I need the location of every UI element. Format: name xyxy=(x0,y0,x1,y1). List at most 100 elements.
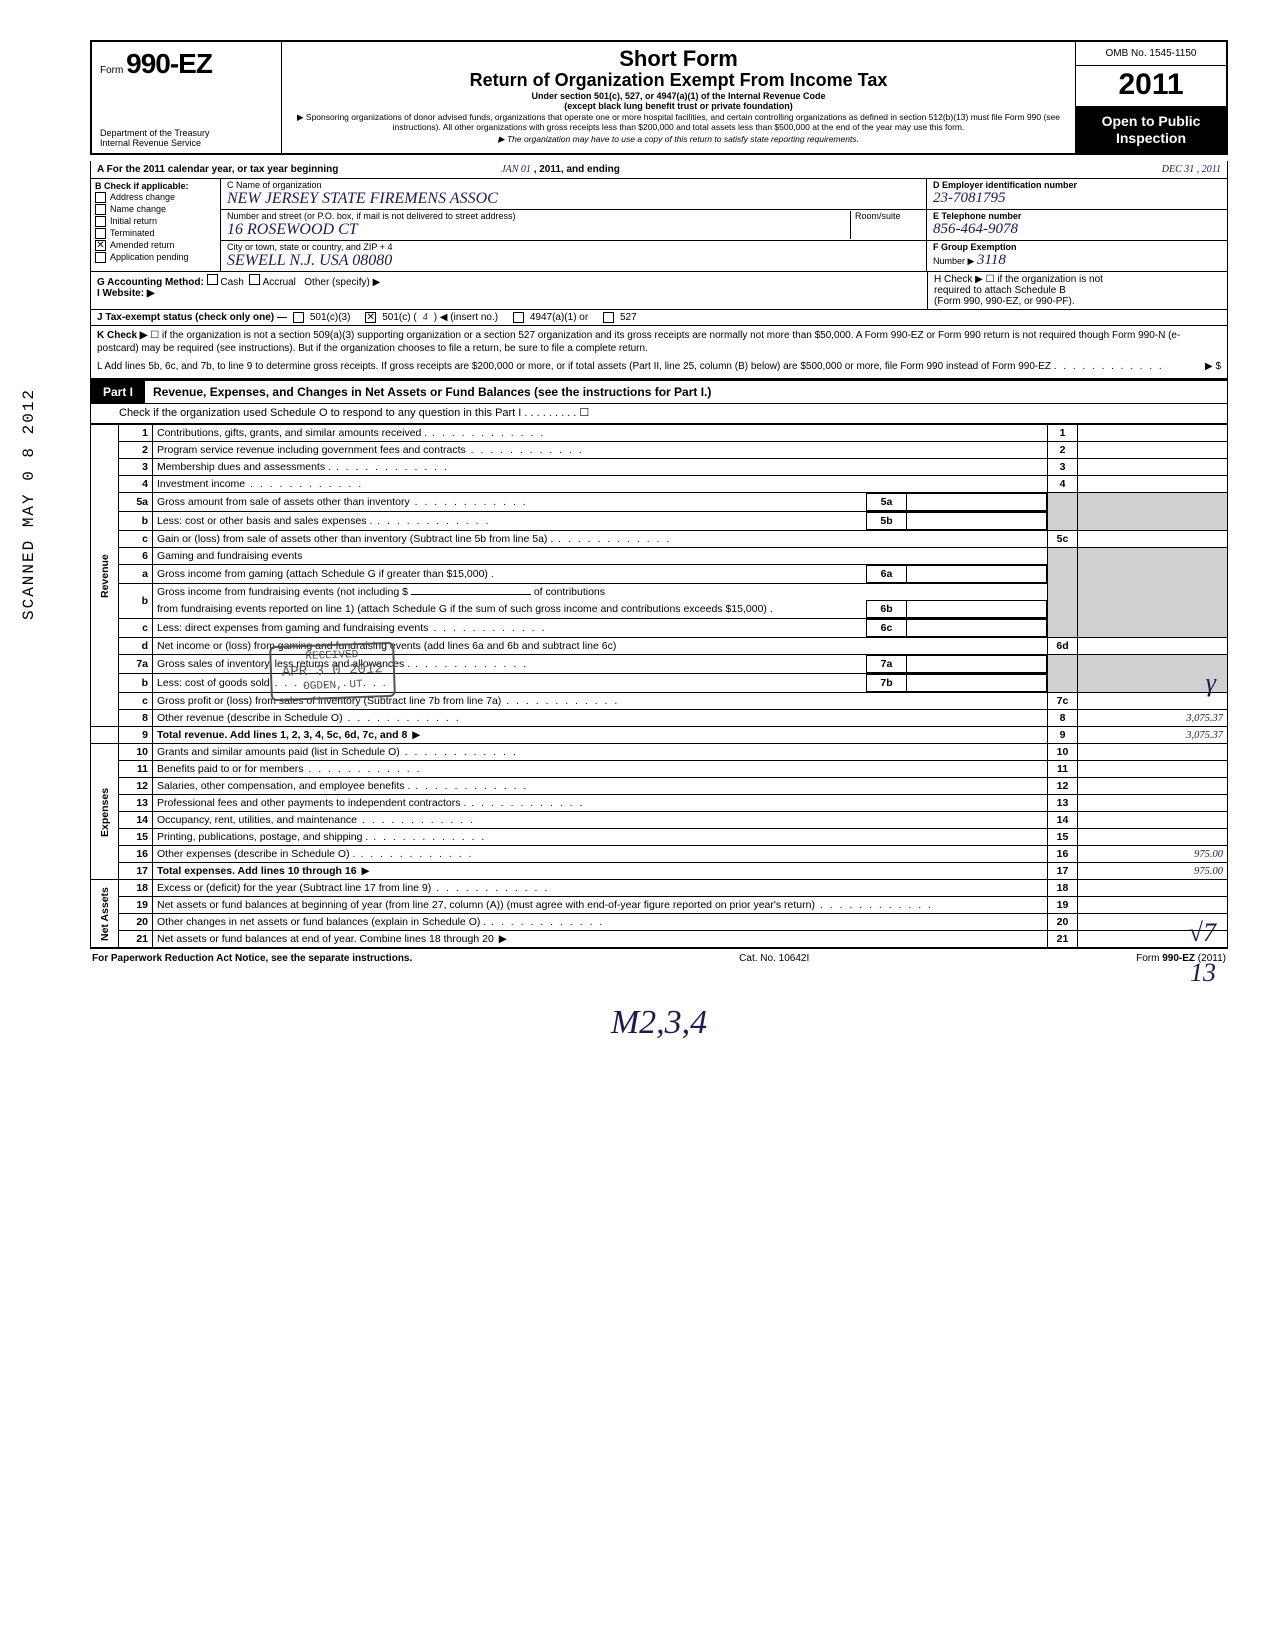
amt-16: 975.00 xyxy=(1078,846,1228,863)
telephone: 856-464-9078 xyxy=(933,221,1221,238)
block-bcdef: B Check if applicable: Address change Na… xyxy=(90,179,1228,272)
amt-9: 3,075.37 xyxy=(1078,727,1228,744)
line-16: 16Other expenses (describe in Schedule O… xyxy=(91,846,1228,863)
line-2: 2Program service revenue including gover… xyxy=(91,442,1228,459)
addr-label: Number and street (or P.O. box, if mail … xyxy=(227,211,850,221)
subtitle-state: ▶ The organization may have to use a cop… xyxy=(290,135,1067,145)
part-1-header: Part I Revenue, Expenses, and Changes in… xyxy=(90,379,1228,404)
org-name: NEW JERSEY STATE FIREMENS ASSOC xyxy=(227,190,920,208)
received-stamp: RECEIVED APR 3 0 2012 OGDEN, UT xyxy=(269,642,396,701)
part-1-title: Revenue, Expenses, and Changes in Net As… xyxy=(145,381,1227,403)
chk-name-change[interactable]: Name change xyxy=(95,204,216,215)
line-3: 3Membership dues and assessments .3 xyxy=(91,459,1228,476)
c-label: C Name of organization xyxy=(227,180,920,190)
city-label: City or town, state or country, and ZIP … xyxy=(227,242,920,252)
line-7a: 7a Gross sales of inventory, less return… xyxy=(91,655,1228,674)
open-public-1: Open to Public xyxy=(1080,113,1222,130)
line-20: 20Other changes in net assets or fund ba… xyxy=(91,914,1228,931)
row-kl: K Check ▶ ☐ if the organization is not a… xyxy=(90,326,1228,380)
open-public-2: Inspection xyxy=(1080,130,1222,147)
form-header: Form 990-EZ Department of the Treasury I… xyxy=(90,40,1228,155)
line-12: 12Salaries, other compensation, and empl… xyxy=(91,778,1228,795)
line-5a: 5a Gross amount from sale of assets othe… xyxy=(91,493,1228,512)
i-website: I Website: ▶ xyxy=(97,288,155,299)
row-a-tax-year: A For the 2011 calendar year, or tax yea… xyxy=(90,161,1228,179)
chk-application-pending[interactable]: Application pending xyxy=(95,252,216,263)
line-1: Revenue 1Contributions, gifts, grants, a… xyxy=(91,425,1228,442)
line-18: Net Assets 18Excess or (deficit) for the… xyxy=(91,880,1228,897)
chk-amended-return[interactable]: ✕Amended return xyxy=(95,240,216,251)
form-number: 990-EZ xyxy=(126,48,212,79)
line-4: 4Investment income4 xyxy=(91,476,1228,493)
title-return: Return of Organization Exempt From Incom… xyxy=(290,70,1067,91)
line-6d: dNet income or (loss) from gaming and fu… xyxy=(91,638,1228,655)
line-17: 17Total expenses. Add lines 10 through 1… xyxy=(91,863,1228,880)
chk-terminated[interactable]: Terminated xyxy=(95,228,216,239)
section-expenses: Expenses xyxy=(91,744,119,880)
margin-root7: √7 xyxy=(1189,918,1216,948)
subtitle-sponsoring: ▶ Sponsoring organizations of donor advi… xyxy=(290,113,1067,133)
line-10: Expenses 10Grants and similar amounts pa… xyxy=(91,744,1228,761)
line-13: 13Professional fees and other payments t… xyxy=(91,795,1228,812)
lines-table: Revenue 1Contributions, gifts, grants, a… xyxy=(90,424,1228,948)
chk-4947[interactable] xyxy=(513,312,524,323)
subtitle-code: Under section 501(c), 527, or 4947(a)(1)… xyxy=(290,91,1067,101)
part-1-sub: Check if the organization used Schedule … xyxy=(90,404,1228,424)
line-21: 21Net assets or fund balances at end of … xyxy=(91,931,1228,948)
group-exemption: 3118 xyxy=(977,252,1006,268)
title-short-form: Short Form xyxy=(290,46,1067,72)
chk-527[interactable] xyxy=(603,312,614,323)
h-line2: required to attach Schedule B xyxy=(934,285,1221,296)
line-9: 9Total revenue. Add lines 1, 2, 3, 4, 5c… xyxy=(91,727,1228,744)
501c-number: 4 xyxy=(423,312,428,323)
line-6: 6Gaming and fundraising events xyxy=(91,548,1228,565)
k-text: ☐ if the organization is not a section 5… xyxy=(97,330,1180,355)
line-11: 11Benefits paid to or for members11 xyxy=(91,761,1228,778)
h-line3: (Form 990, 990-EZ, or 990-PF). xyxy=(934,296,1221,307)
k-label: K Check ▶ xyxy=(97,330,147,341)
ein: 23-7081795 xyxy=(933,190,1221,207)
f-label: F Group Exemption xyxy=(933,242,1017,252)
omb-number: OMB No. 1545-1150 xyxy=(1076,42,1226,66)
chk-address-change[interactable]: Address change xyxy=(95,192,216,203)
footer-mid: Cat. No. 10642I xyxy=(739,953,809,964)
dept-irs: Internal Revenue Service xyxy=(100,139,273,149)
margin-13: 13 xyxy=(1190,958,1216,988)
street-address: 16 ROSEWOOD CT xyxy=(227,221,850,239)
d-label: D Employer identification number xyxy=(933,180,1077,190)
col-b-title: B Check if applicable: xyxy=(95,181,189,191)
bottom-handwriting: M2,3,4 xyxy=(90,1004,1228,1042)
amt-8: 3,075.37 xyxy=(1078,710,1228,727)
l-text: L Add lines 5b, 6c, and 7b, to line 9 to… xyxy=(97,361,1051,372)
begin-date: JAN 01 xyxy=(501,164,531,175)
line-15: 15Printing, publications, postage, and s… xyxy=(91,829,1228,846)
section-net-assets: Net Assets xyxy=(91,880,119,948)
line-7c: cGross profit or (loss) from sales of in… xyxy=(91,693,1228,710)
footer-left: For Paperwork Reduction Act Notice, see … xyxy=(92,953,412,964)
l-tail: ▶ $ xyxy=(1205,360,1221,374)
f-label2: Number ▶ xyxy=(933,256,974,266)
form-label: Form xyxy=(100,65,123,76)
g-label: G Accounting Method: xyxy=(97,277,204,288)
line-14: 14Occupancy, rent, utilities, and mainte… xyxy=(91,812,1228,829)
h-line1: H Check ▶ ☐ if the organization is not xyxy=(934,274,1221,285)
row-j: J Tax-exempt status (check only one) — 5… xyxy=(90,310,1228,326)
margin-gamma: γ xyxy=(1206,668,1216,698)
chk-501c3[interactable] xyxy=(293,312,304,323)
room-label: Room/suite xyxy=(855,211,920,221)
chk-initial-return[interactable]: Initial return xyxy=(95,216,216,227)
line-8: 8Other revenue (describe in Schedule O)8… xyxy=(91,710,1228,727)
footer: For Paperwork Reduction Act Notice, see … xyxy=(90,948,1228,964)
subtitle-except: (except black lung benefit trust or priv… xyxy=(290,101,1067,111)
scanned-stamp: SCANNED MAY 0 8 2012 xyxy=(20,388,38,620)
end-date: DEC 31 , 2011 xyxy=(1162,164,1221,175)
chk-501c[interactable]: ✕ xyxy=(365,312,376,323)
city-state-zip: SEWELL N.J. USA 08080 xyxy=(227,252,920,270)
line-19: 19Net assets or fund balances at beginni… xyxy=(91,897,1228,914)
tax-year: 2011 xyxy=(1076,66,1226,107)
row-ghi: G Accounting Method: Cash Accrual Other … xyxy=(90,272,1228,310)
e-label: E Telephone number xyxy=(933,211,1021,221)
chk-accrual[interactable] xyxy=(249,274,260,285)
amt-17: 975.00 xyxy=(1078,863,1228,880)
chk-cash[interactable] xyxy=(207,274,218,285)
